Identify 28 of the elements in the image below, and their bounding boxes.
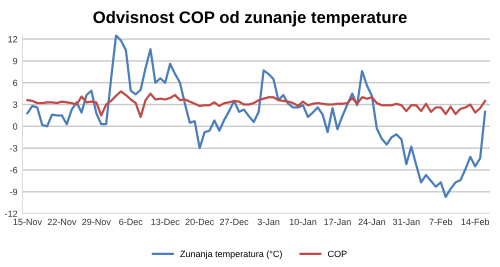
legend-label: Zunanja temperatura (°C) <box>180 250 282 259</box>
x-tick-label: 29-Nov <box>82 218 111 226</box>
y-tick-label: 9 <box>13 58 18 64</box>
y-tick-label: 3 <box>12 101 18 108</box>
line-series <box>26 90 486 118</box>
line-series <box>26 34 486 198</box>
y-tick-label: 6 <box>13 80 18 86</box>
x-tick-label: 7-Feb <box>429 218 452 226</box>
x-tick-label: 22-Nov <box>48 218 76 226</box>
y-tick-label: -6 <box>10 166 18 174</box>
x-tick-label: 13-Dec <box>151 218 180 226</box>
x-tick-label: 10-Jan <box>290 218 316 226</box>
x-tick-label: 6-Dec <box>119 218 143 226</box>
x-tick-label: 27-Dec <box>220 218 248 226</box>
x-tick-label: 15-Nov <box>14 218 42 226</box>
y-tick-label: -12 <box>4 210 18 217</box>
x-tick-label: 3-Jan <box>258 218 280 226</box>
y-tick-label: -3 <box>10 145 18 152</box>
x-tick-label: 14-Feb <box>462 218 490 226</box>
legend-label: COP <box>328 250 347 258</box>
x-tick-label: 20-Dec <box>186 218 214 226</box>
x-tick-label: 31-Jan <box>392 218 420 226</box>
chart-title: Odvisnost COP od zunanje temperature <box>93 10 407 26</box>
y-tick-label: 12 <box>8 36 18 42</box>
x-tick-label: 17-Jan <box>324 218 351 226</box>
x-tick-label: 24-Jan <box>358 218 386 226</box>
y-tick-label: -9 <box>10 188 18 196</box>
y-tick-label: 0 <box>12 123 18 130</box>
